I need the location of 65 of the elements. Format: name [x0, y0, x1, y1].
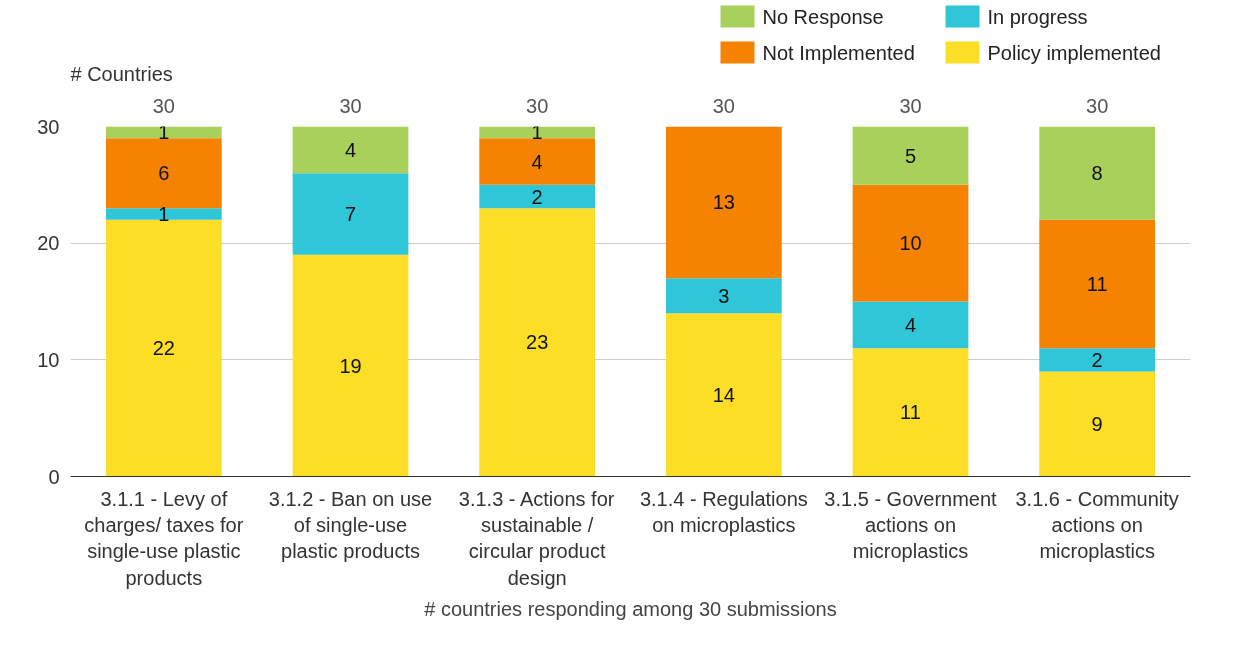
data-label: 9 — [1091, 413, 1103, 435]
total-label: 30 — [339, 94, 362, 117]
data-label: 13 — [712, 191, 735, 214]
total-label: 30 — [712, 94, 735, 117]
total-label: 30 — [526, 94, 549, 117]
bar — [105, 138, 222, 209]
bar — [105, 126, 222, 139]
bar — [479, 126, 596, 139]
data-label: 6 — [158, 162, 170, 185]
data-label: 14 — [712, 383, 735, 406]
total-label: 30 — [1086, 94, 1109, 117]
bar — [852, 348, 969, 477]
y-tick-label: 10 — [37, 348, 60, 371]
data-label: 1 — [158, 203, 170, 225]
data-label: 8 — [1091, 162, 1103, 185]
data-label: 5 — [904, 144, 917, 167]
bar — [479, 208, 596, 477]
bar — [852, 184, 969, 302]
bar — [105, 219, 222, 477]
y-tick-label: 20 — [37, 232, 60, 255]
data-label: 7 — [344, 203, 357, 225]
total-label: 30 — [899, 94, 922, 117]
x-tick-label: 3.1.3 - Actions for sustainable / circular product design — [458, 487, 615, 589]
bar — [1039, 126, 1156, 220]
total-label: 30 — [152, 94, 175, 117]
bar — [1039, 371, 1156, 477]
data-label: 4 — [531, 150, 543, 173]
x-tick-label: 3.1.6 - Community actions on microplastics — [1015, 487, 1179, 563]
data-label: 23 — [526, 331, 549, 354]
x-tick-label: 3.1.4 - Regulations on microplastics — [639, 487, 808, 536]
data-label: 11 — [1086, 273, 1108, 295]
bar — [852, 126, 969, 185]
data-label: 4 — [344, 138, 357, 161]
bar — [292, 126, 409, 174]
bar — [665, 313, 782, 477]
bar — [292, 173, 409, 255]
data-label: 22 — [152, 337, 175, 360]
data-label: 3 — [718, 284, 730, 307]
bar — [479, 184, 596, 209]
y-axis-title: # Countries — [70, 62, 173, 85]
y-tick-label: 30 — [37, 115, 60, 138]
data-label: 10 — [899, 232, 922, 255]
data-label: 11 — [900, 401, 921, 424]
data-label: 2 — [1091, 348, 1103, 371]
bar — [852, 301, 969, 349]
x-axis-title: # countries responding among 30 submissions — [424, 597, 837, 620]
x-tick-label: 3.1.2 - Ban on use of single-use plastic products — [268, 487, 433, 563]
bar — [1039, 219, 1156, 349]
legend-label: No Response — [762, 5, 884, 28]
bar — [1039, 348, 1156, 372]
bar — [665, 126, 782, 279]
bar — [479, 138, 596, 185]
legend-label: Policy implemented — [987, 41, 1161, 64]
y-tick-label: 0 — [48, 465, 60, 488]
x-tick-label: 3.1.1 - Levy of charges/ taxes for single-use plastic products — [84, 487, 244, 589]
x-tick-label: 3.1.5 - Government actions on microplastics — [824, 487, 998, 563]
legend-label: In progress — [987, 5, 1088, 28]
legend-label: Not Implemented — [762, 41, 915, 64]
bar — [105, 208, 222, 220]
data-label: 2 — [531, 185, 543, 208]
data-label: 19 — [339, 354, 362, 377]
bar — [292, 254, 409, 477]
data-label: 4 — [904, 313, 917, 336]
data-label: 1 — [158, 121, 170, 144]
bar — [665, 278, 782, 314]
